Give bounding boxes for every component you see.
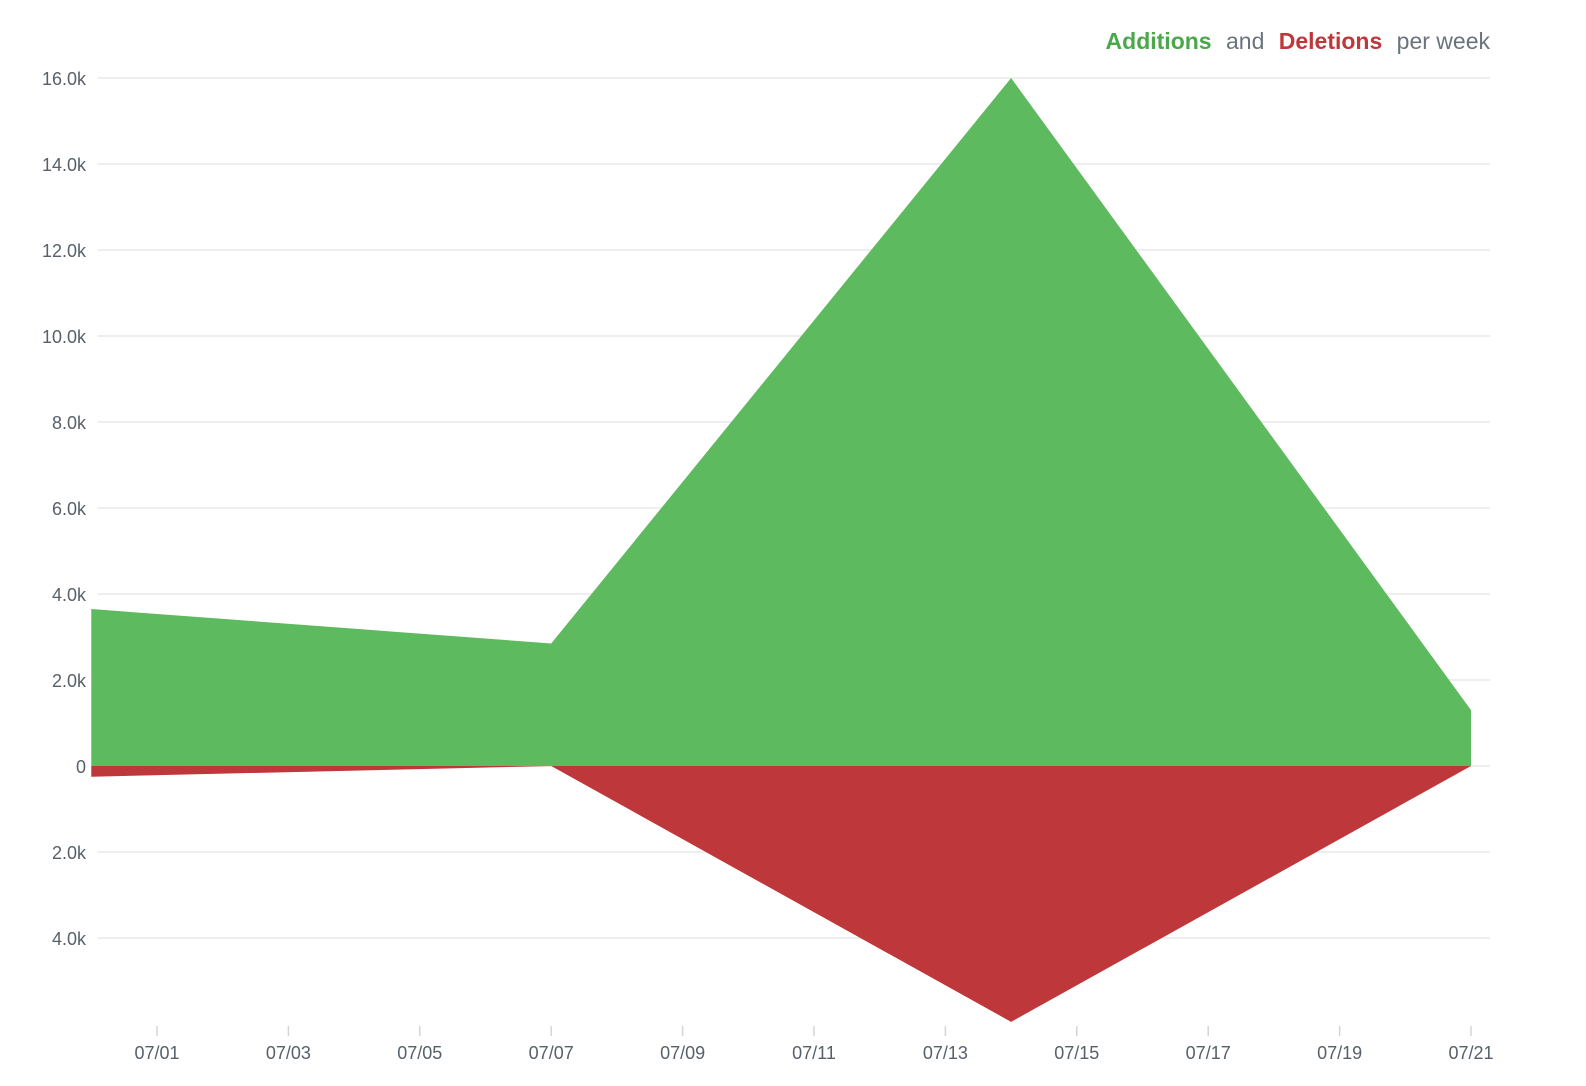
y-tick-label: 8.0k	[52, 413, 87, 433]
x-tick-label: 07/09	[660, 1043, 705, 1063]
x-tick-label: 07/19	[1317, 1043, 1362, 1063]
x-tick-label: 07/07	[529, 1043, 574, 1063]
x-tick-label: 07/11	[792, 1043, 836, 1063]
y-tick-label: 6.0k	[52, 499, 87, 519]
legend-per-week: per week	[1397, 28, 1491, 54]
deletions-area	[91, 766, 1471, 1022]
x-tick-label: 07/13	[923, 1043, 968, 1063]
x-tick-label: 07/05	[397, 1043, 442, 1063]
x-axis: 07/01 07/03 07/05 07/07 07/09 07/11 07/13 07/15…	[134, 1026, 1494, 1063]
y-tick-label: 12.0k	[42, 241, 87, 261]
y-tick-label: 14.0k	[42, 155, 87, 175]
x-tick-label: 07/15	[1054, 1043, 1099, 1063]
x-tick-label: 07/03	[266, 1043, 311, 1063]
y-tick-label: 16.0k	[42, 69, 87, 89]
x-tick-label: 07/21	[1448, 1043, 1493, 1063]
legend-deletions: Deletions	[1279, 28, 1383, 54]
y-tick-label: 2.0k	[52, 671, 87, 691]
y-axis: 16.0k 14.0k 12.0k 10.0k 8.0k 6.0k 4.0k 2.0k 0 2.0…	[42, 69, 87, 949]
areas	[91, 78, 1471, 1022]
additions-area	[91, 78, 1471, 766]
legend-additions: Additions	[1106, 28, 1212, 54]
y-tick-label: 4.0k	[52, 585, 87, 605]
y-tick-label: 4.0k	[52, 929, 87, 949]
y-tick-label: 2.0k	[52, 843, 87, 863]
x-tick-label: 07/17	[1186, 1043, 1231, 1063]
x-tick-label: 07/01	[134, 1043, 179, 1063]
legend-and: and	[1226, 28, 1264, 54]
chart-legend: Additions and Deletions per week	[1106, 28, 1491, 54]
y-tick-label: 10.0k	[42, 327, 87, 347]
y-tick-label: 0	[76, 757, 86, 777]
